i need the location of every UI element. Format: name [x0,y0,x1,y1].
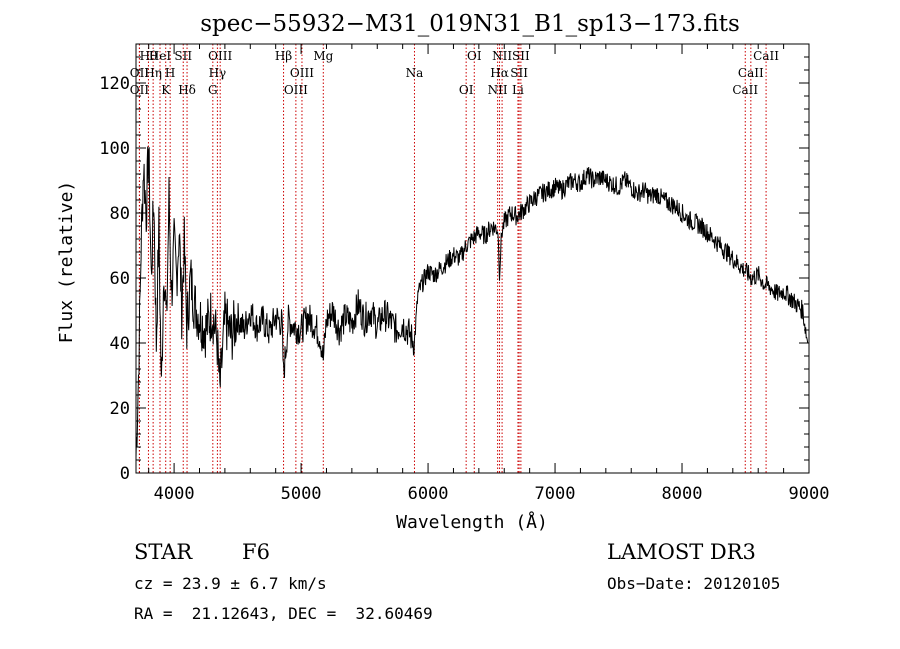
emission-line-label: SII [510,66,528,80]
emission-line-markers [138,44,767,473]
object-class: STAR [134,540,193,564]
emission-line-label: Hδ [178,83,196,97]
emission-line-label: OIII [290,66,314,80]
y-tick-label: 100 [99,139,130,159]
emission-line-labels: Hθ OII OII HeI Hη K SII HHδ OIII Hγ G Hβ OIII OIII Mg N… [130,49,779,97]
y-tick-label: 20 [110,399,130,419]
y-axis-label: Flux (relative) [56,181,77,344]
x-tick-label: 4000 [154,484,195,504]
emission-line-label: Hα [490,66,509,80]
y-tick-label: 120 [99,74,130,94]
y-tick-label: 40 [110,334,130,354]
emission-line-label: OI [459,83,474,97]
emission-line-label: OII [130,83,150,97]
y-tick-label: 0 [120,464,130,484]
emission-line-label: Li [512,83,524,97]
x-tick-label: 6000 [408,484,449,504]
plot-frame [135,43,810,474]
emission-line-label: Hβ [275,49,292,63]
chart-title: spec−55932−M31_019N31_B1_sp13−173.fits [200,11,740,37]
x-tick-label: 8000 [662,484,703,504]
x-axis-label: Wavelength (Å) [396,511,548,533]
emission-line-label: NII [488,83,508,97]
emission-line-label: K [161,83,171,97]
coordinates: RA = 21.12643, DEC = 32.60469 [134,604,433,623]
y-tick-label: 80 [110,204,130,224]
emission-line-label: Hη [144,66,162,80]
x-tick-label: 9000 [789,484,830,504]
axis-tick-labels: 4000 5000 6000 7000 8000 9000 0 20 40 60 80 100 120 [99,74,829,504]
emission-line-label: Hγ [209,66,227,80]
emission-line-label: SII [512,49,530,63]
emission-line-label: Hθ [140,49,158,63]
emission-line-label: OIII [284,83,308,97]
x-tick-label: 7000 [535,484,576,504]
emission-line-label: CaII [732,83,758,97]
x-tick-label: 5000 [281,484,322,504]
redshift-velocity: cz = 23.9 ± 6.7 km/s [134,574,327,593]
emission-line-label: NII [492,49,512,63]
emission-line-label: OIII [208,49,232,63]
axis-ticks [136,43,810,474]
emission-line-label: HeI [149,49,172,63]
emission-line-label: CaII [753,49,779,63]
observation-date: Obs−Date: 20120105 [607,574,781,593]
object-subclass: F6 [242,540,270,564]
spectrum-line [135,146,809,458]
emission-line-label: OI [467,49,482,63]
emission-line-label: SII [174,49,192,63]
emission-line-label: G [208,83,218,97]
emission-line-label: OII [130,66,150,80]
y-tick-label: 60 [110,269,130,289]
emission-line-label: Mg [313,49,333,63]
emission-line-label: H [165,66,175,80]
survey-name: LAMOST DR3 [607,540,756,564]
emission-line-label: CaII [738,66,764,80]
emission-line-label: Na [406,66,424,80]
